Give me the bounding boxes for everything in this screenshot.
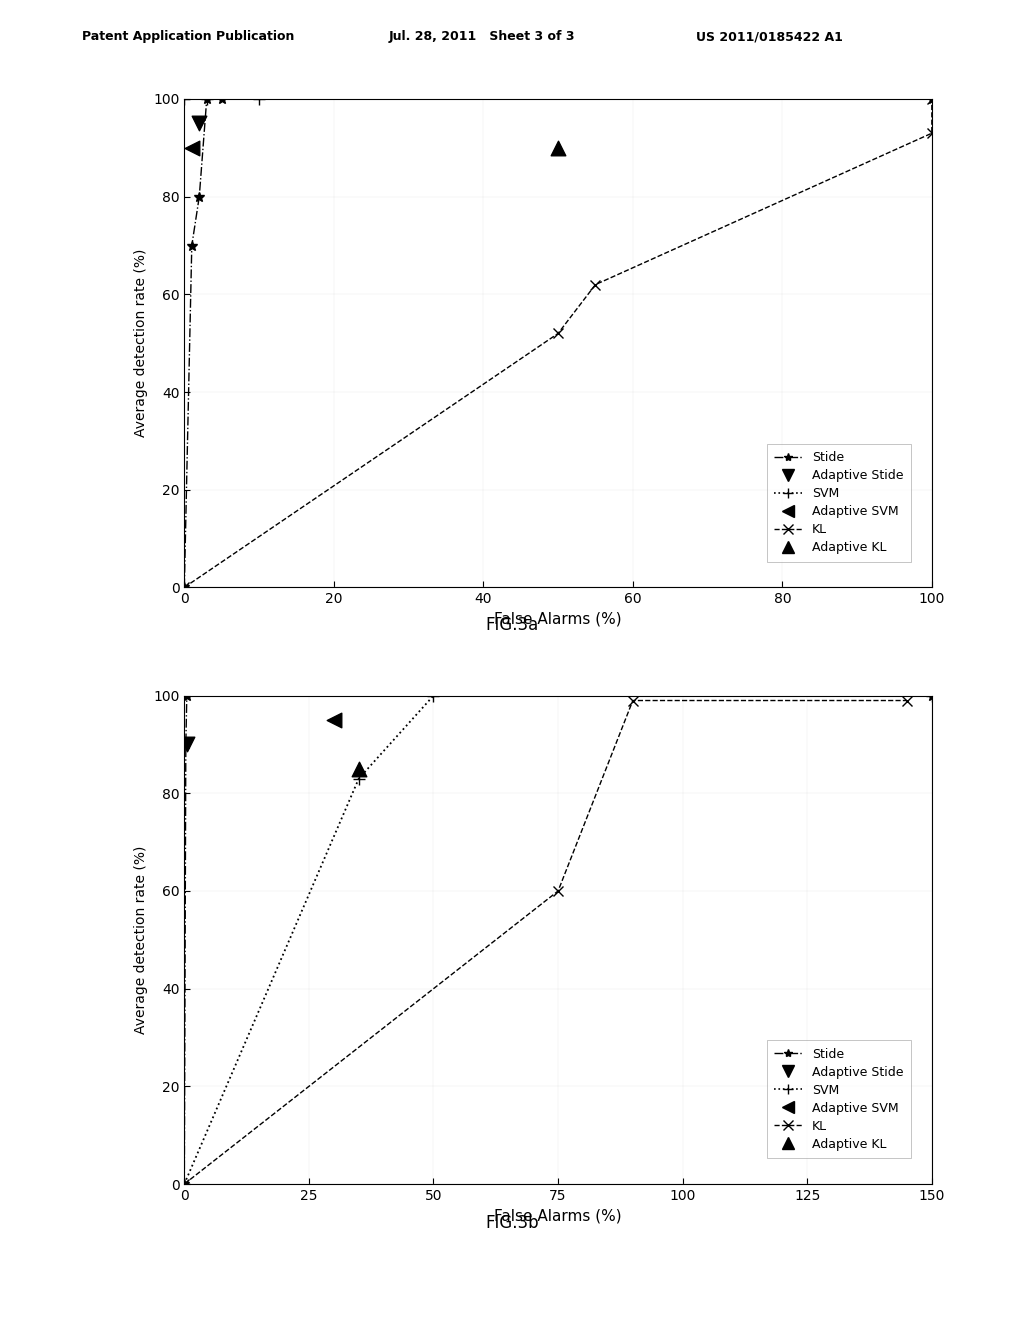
Point [550,137,566,158]
Point [350,758,367,779]
KL [178,1176,190,1192]
SVM [178,1176,190,1192]
Line: KL: KL [179,696,911,1189]
Point [191,114,208,135]
Line: Stide: Stide [179,94,937,593]
SVM [352,771,365,787]
Stide [180,688,193,704]
Line: Stide: Stide [179,690,937,1189]
Text: Patent Application Publication: Patent Application Publication [82,30,294,44]
Point [183,137,200,158]
Text: Jul. 28, 2011   Sheet 3 of 3: Jul. 28, 2011 Sheet 3 of 3 [389,30,575,44]
Y-axis label: Average detection rate (%): Average detection rate (%) [133,249,147,437]
Stide [201,91,213,107]
KL [590,277,602,293]
Stide [215,91,227,107]
SVM [253,91,265,107]
Point [326,710,342,731]
KL [627,693,639,709]
KL [926,125,938,141]
Point [178,734,195,755]
SVM [427,688,439,704]
Stide [194,189,206,205]
Line: KL: KL [179,94,937,593]
KL [178,579,190,595]
Stide [926,91,938,107]
Stide [185,238,198,253]
Stide [178,1176,190,1192]
KL [552,883,564,899]
Legend: Stide, Adaptive Stide, SVM, Adaptive SVM, KL, Adaptive KL: Stide, Adaptive Stide, SVM, Adaptive SVM… [767,1040,910,1158]
SVM [201,91,213,107]
KL [552,326,564,342]
Y-axis label: Average detection rate (%): Average detection rate (%) [133,846,147,1034]
Stide [178,579,190,595]
Stide [179,737,191,752]
Line: SVM: SVM [179,94,264,104]
Stide [926,688,938,704]
Line: SVM: SVM [179,690,937,1189]
Text: FIG.3a: FIG.3a [485,616,539,635]
Text: FIG.3b: FIG.3b [485,1214,539,1233]
KL [901,693,913,709]
X-axis label: False Alarms (%): False Alarms (%) [495,1208,622,1224]
Text: US 2011/0185422 A1: US 2011/0185422 A1 [696,30,843,44]
KL [926,91,938,107]
SVM [178,91,190,107]
SVM [926,688,938,704]
Legend: Stide, Adaptive Stide, SVM, Adaptive SVM, KL, Adaptive KL: Stide, Adaptive Stide, SVM, Adaptive SVM… [767,444,910,561]
X-axis label: False Alarms (%): False Alarms (%) [495,611,622,627]
